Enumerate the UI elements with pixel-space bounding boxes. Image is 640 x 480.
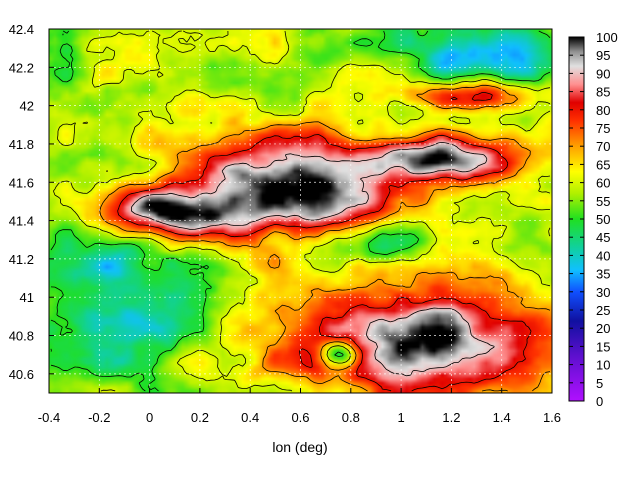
x-tick-label: 1.2 (442, 410, 460, 425)
colorbar-tick-label: 100 (596, 30, 618, 45)
colorbar-tick-label: 65 (596, 157, 610, 172)
x-tick-label: 1.4 (493, 410, 511, 425)
y-tick-label: 41.4 (9, 214, 34, 229)
x-tick-label: -0.2 (88, 410, 110, 425)
colorbar-tick-label: 60 (596, 176, 610, 191)
y-tick-label: 42 (20, 99, 34, 114)
colorbar-tick-label: 55 (596, 194, 610, 209)
x-tick-label: 0 (146, 410, 153, 425)
y-tick-label: 42.2 (9, 60, 34, 75)
contour-line (50, 30, 551, 392)
colorbar-tick-label: 40 (596, 248, 610, 263)
x-ticks: -0.4 -0.2 0 0.2 0.4 0.6 0.8 1 1.2 1.4 1.6 (38, 388, 561, 425)
colorbar-tick-label: 95 (596, 48, 610, 63)
x-tick-label: 1.6 (543, 410, 561, 425)
grid-lines (49, 29, 552, 393)
x-tick-label: 0.4 (241, 410, 259, 425)
contour-line (99, 84, 551, 392)
y-tick-label: 41.8 (9, 137, 34, 152)
y-tick-label: 41.6 (9, 175, 34, 190)
x-axis-label: lon (deg) (272, 439, 327, 455)
contour-line (117, 92, 532, 392)
colorbar-tick-label: 35 (596, 267, 610, 282)
colorbar-tick-label: 70 (596, 139, 610, 154)
y-ticks: 40.6 40.8 41 41.2 41.4 41.6 41.8 42 42.2 42.4 (9, 22, 54, 382)
colorbar-tick-label: 15 (596, 339, 610, 354)
y-tick-label: 42.4 (9, 22, 34, 37)
contour-line (131, 142, 495, 377)
colorbar-tick-label: 50 (596, 212, 610, 227)
y-tick-label: 40.8 (9, 329, 34, 344)
x-tick-label: 0.8 (342, 410, 360, 425)
y-tick-label: 41.2 (9, 252, 34, 267)
colorbar-tick-label: 25 (596, 303, 610, 318)
colorbar-tick-label: 80 (596, 103, 610, 118)
x-tick-label: -0.4 (38, 410, 60, 425)
colorbar-tick-label: 75 (596, 121, 610, 136)
x-tick-label: 1 (397, 410, 404, 425)
x-tick-label: 0.6 (291, 410, 309, 425)
colorbar-tick-label: 20 (596, 321, 610, 336)
colorbar-tick-label: 90 (596, 66, 610, 81)
colorbar: 0 5 10 15 20 25 30 35 40 45 50 55 60 65 70 75 80 85 90 95 10… (568, 30, 618, 409)
colorbar-ticks: 0 5 10 15 20 25 30 35 40 45 50 55 60 65 70 75 80 85 90 95 10… (569, 30, 618, 409)
colorbar-tick-label: 45 (596, 230, 610, 245)
y-tick-label: 41 (20, 290, 34, 305)
x-tick-label: 0.2 (191, 410, 209, 425)
contour-lines (50, 30, 551, 392)
colorbar-tick-label: 30 (596, 285, 610, 300)
colorbar-tick-label: 5 (596, 376, 603, 391)
y-tick-label: 40.6 (9, 367, 34, 382)
colorbar-tick-label: 10 (596, 358, 610, 373)
contour-line (53, 30, 551, 392)
colorbar-tick-label: 0 (596, 394, 603, 409)
colorbar-tick-label: 85 (596, 85, 610, 100)
